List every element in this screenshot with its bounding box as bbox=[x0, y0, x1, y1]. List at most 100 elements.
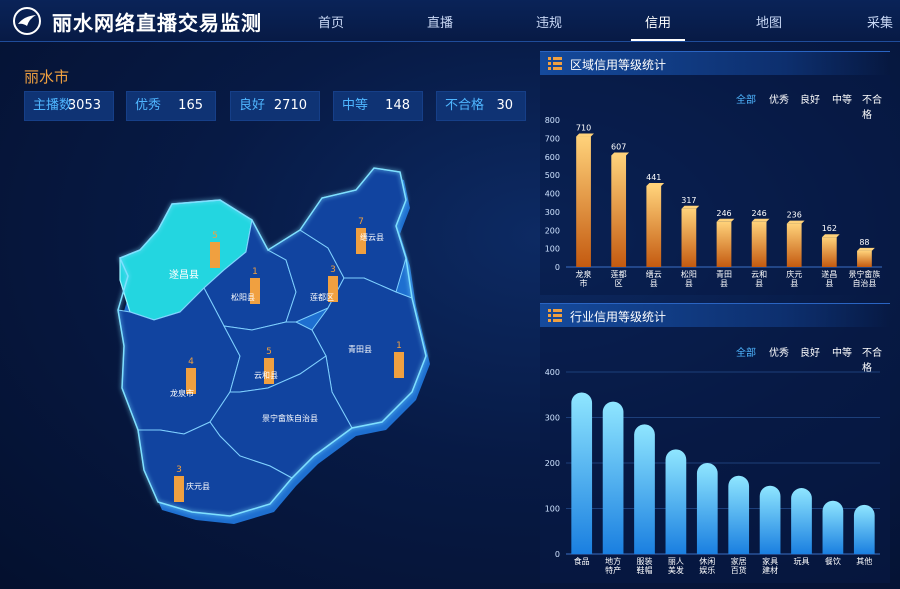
x-tick-label: 缙云 bbox=[646, 269, 662, 279]
marker-name: 松阳县 bbox=[231, 292, 255, 302]
x-tick-label: 县 bbox=[685, 279, 693, 288]
stat-label: 不合格 bbox=[445, 98, 485, 113]
marker-name: 景宁畲族自治县 bbox=[262, 413, 318, 423]
map-marker-liandu[interactable]: 3 莲都区 bbox=[310, 265, 338, 302]
bar[interactable] bbox=[634, 424, 655, 554]
stat-value: 3053 bbox=[67, 98, 101, 113]
x-tick-label: 县 bbox=[825, 279, 833, 288]
marker-name: 庆元县 bbox=[186, 481, 210, 491]
region-filter-unqualified[interactable]: 不合格 bbox=[862, 95, 882, 121]
bar-top bbox=[857, 247, 875, 251]
map-marker-jingning[interactable]: 景宁畲族自治县 bbox=[262, 413, 318, 423]
region-filter-medium[interactable]: 中等 bbox=[832, 95, 852, 106]
x-tick-label: 地方 bbox=[605, 556, 621, 566]
y-tick-label: 400 bbox=[545, 368, 560, 377]
nav-credit[interactable]: 信用 bbox=[623, 12, 693, 41]
map-outline bbox=[117, 167, 427, 517]
y-tick-label: 600 bbox=[545, 153, 560, 162]
bar[interactable] bbox=[791, 488, 812, 554]
industry-filter-all[interactable]: 全部 bbox=[736, 348, 756, 359]
bar[interactable] bbox=[716, 221, 732, 267]
logo-icon bbox=[13, 7, 41, 35]
marker-count: 3 bbox=[330, 265, 336, 275]
y-tick-label: 300 bbox=[545, 208, 560, 217]
bar[interactable] bbox=[665, 449, 687, 554]
industry-filter-unqualified[interactable]: 不合格 bbox=[862, 348, 882, 374]
map-marker-longquan[interactable]: 4 龙泉市 bbox=[170, 357, 196, 398]
nav-collect[interactable]: 采集 bbox=[866, 16, 893, 31]
bar-top bbox=[751, 218, 770, 222]
bar-top bbox=[716, 218, 735, 222]
y-tick-label: 100 bbox=[545, 505, 560, 514]
bar[interactable] bbox=[822, 500, 844, 554]
stat-label: 中等 bbox=[342, 98, 369, 113]
nav-map[interactable]: 地图 bbox=[755, 16, 782, 31]
region-filter-all[interactable]: 全部 bbox=[736, 95, 756, 106]
bar[interactable] bbox=[646, 185, 662, 267]
y-tick-label: 500 bbox=[545, 171, 560, 180]
bar[interactable] bbox=[576, 136, 591, 267]
region-panel-header: 区域信用等级统计 bbox=[540, 51, 890, 75]
x-tick-label: 青田 bbox=[716, 269, 732, 279]
map-marker-jinyun[interactable]: 7 缙云县 bbox=[356, 217, 384, 254]
bar[interactable] bbox=[611, 155, 627, 267]
marker-count: 5 bbox=[212, 231, 218, 241]
data-label: 88 bbox=[859, 238, 869, 247]
industry-panel-header: 行业信用等级统计 bbox=[540, 303, 890, 327]
bar[interactable] bbox=[853, 504, 875, 554]
nav-live[interactable]: 直播 bbox=[426, 16, 453, 31]
map-marker-songyang[interactable]: 1 松阳县 bbox=[231, 267, 260, 304]
map-marker-suichang[interactable]: 5 遂昌县 bbox=[169, 231, 220, 281]
stat-label: 良好 bbox=[239, 98, 266, 113]
bar[interactable] bbox=[751, 221, 767, 267]
bar-top bbox=[821, 234, 840, 238]
marker-count: 5 bbox=[266, 347, 272, 357]
nav-home[interactable]: 首页 bbox=[317, 16, 344, 31]
region-filter-excellent[interactable]: 优秀 bbox=[769, 95, 789, 106]
bar[interactable] bbox=[571, 392, 593, 554]
marker-name: 遂昌县 bbox=[169, 268, 199, 281]
y-tick-label: 400 bbox=[545, 190, 560, 199]
industry-filter-medium[interactable]: 中等 bbox=[832, 348, 852, 359]
x-tick-label: 家居 bbox=[731, 556, 747, 566]
header-bar: 丽水网络直播交易监测 首页 直播 违规 信用 地图 采集 bbox=[0, 0, 900, 42]
y-tick-label: 200 bbox=[545, 459, 560, 468]
bar[interactable] bbox=[759, 485, 781, 554]
x-tick-label: 县 bbox=[650, 279, 658, 288]
bar[interactable] bbox=[728, 475, 750, 554]
bar[interactable] bbox=[821, 237, 837, 267]
bar[interactable] bbox=[696, 463, 718, 554]
industry-filter-good[interactable]: 良好 bbox=[800, 348, 820, 359]
stat-excellent: 优秀 165 bbox=[126, 91, 216, 121]
map-marker-qingyuan[interactable]: 3 庆元县 bbox=[174, 465, 210, 502]
y-tick-label: 700 bbox=[545, 134, 560, 143]
bar[interactable] bbox=[602, 401, 624, 554]
data-label: 317 bbox=[681, 196, 696, 205]
bar[interactable] bbox=[681, 208, 697, 267]
stat-label: 主播数 bbox=[33, 98, 73, 113]
region-panel-title: 区域信用等级统计 bbox=[570, 58, 667, 72]
map-marker-yunhe[interactable]: 5 云和县 bbox=[254, 347, 278, 384]
nav-violation[interactable]: 违规 bbox=[535, 16, 562, 31]
marker-name: 青田县 bbox=[348, 344, 372, 354]
bar-top bbox=[786, 220, 805, 224]
map-marker-qingtian[interactable]: 1 青田县 bbox=[348, 341, 404, 378]
marker-count: 3 bbox=[176, 465, 182, 475]
x-tick-label: 自治县 bbox=[852, 278, 876, 288]
industry-filter-excellent[interactable]: 优秀 bbox=[769, 348, 789, 359]
x-tick-label: 娱乐 bbox=[699, 565, 715, 575]
x-tick-label: 休闲 bbox=[699, 556, 715, 566]
region-filter-good[interactable]: 良好 bbox=[800, 95, 820, 106]
x-tick-label: 龙泉 bbox=[576, 269, 592, 279]
bar[interactable] bbox=[786, 223, 802, 267]
bar[interactable] bbox=[857, 250, 872, 267]
x-tick-label: 建材 bbox=[762, 565, 778, 575]
x-tick-label: 餐饮 bbox=[825, 556, 841, 566]
bar-top bbox=[681, 205, 700, 209]
stat-value: 30 bbox=[496, 98, 513, 113]
y-tick-label: 300 bbox=[545, 414, 560, 423]
x-tick-label: 百货 bbox=[731, 565, 747, 575]
x-tick-label: 服装 bbox=[637, 556, 653, 566]
stat-good: 良好 2710 bbox=[230, 91, 320, 121]
